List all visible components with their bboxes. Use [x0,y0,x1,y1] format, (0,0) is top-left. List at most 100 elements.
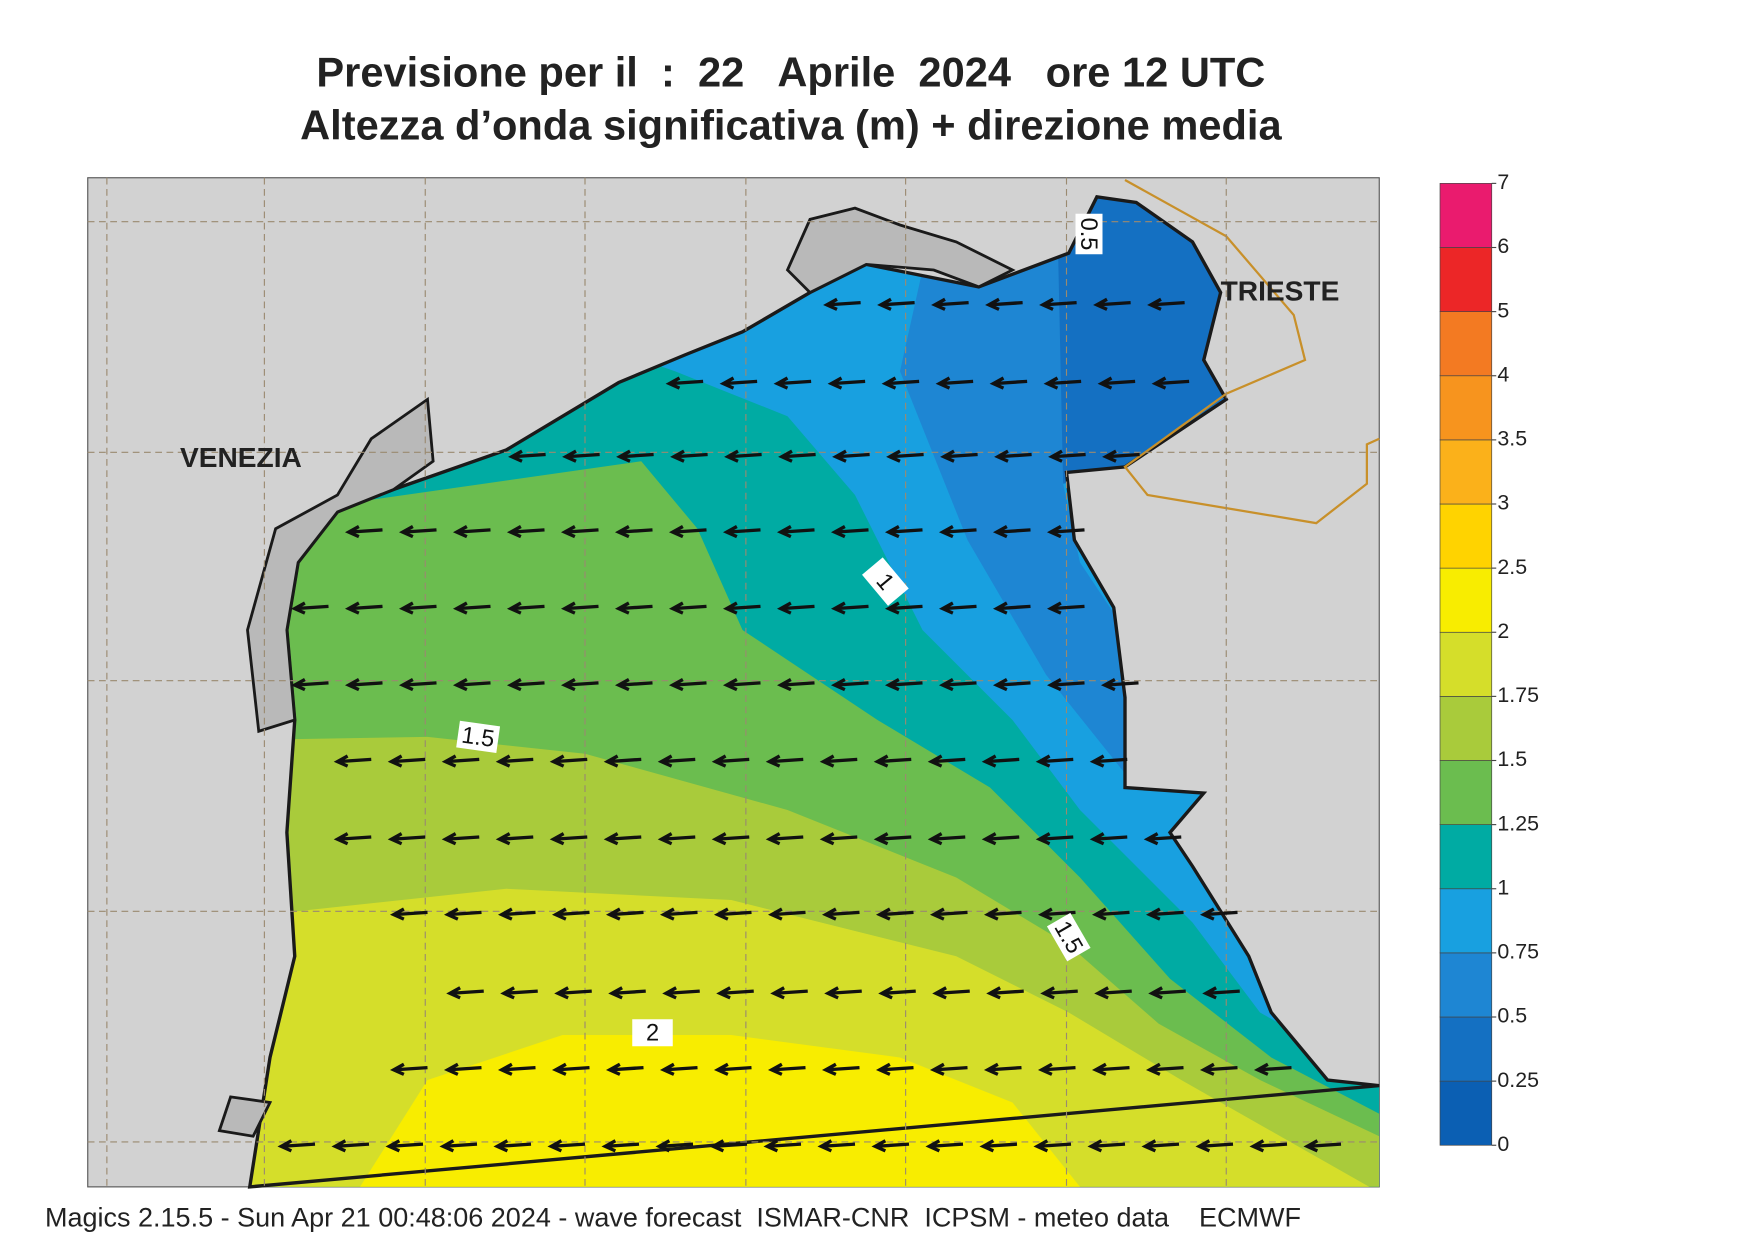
contour-value: 1.5 [460,723,496,753]
color-band [1439,631,1493,697]
arrow [662,986,700,1000]
label-box [456,720,501,754]
arrow [981,754,1020,768]
color-band [1439,375,1493,441]
subtitle: Altezza d’onda significativa (m) + direz… [300,102,1282,149]
arrow [776,678,815,692]
arrow [986,986,1024,1000]
arrow [497,907,536,921]
color-band [1439,760,1493,825]
color-band [1439,1080,1493,1146]
arrow [713,1062,752,1076]
color-band [1439,567,1493,633]
arrow [614,678,653,692]
arrow [398,601,437,615]
arrow [878,986,916,1000]
arrow [830,601,869,615]
arrow [560,678,599,692]
arrow [1148,986,1186,1000]
colorbar-label: 1.5 [1497,747,1527,771]
arrow [1048,449,1086,463]
arrow [1035,832,1074,846]
arrow [711,832,750,846]
contour-value: 0.5 [1075,218,1101,251]
arrow [925,1139,964,1153]
arrow [929,907,968,921]
label-box [1046,912,1091,962]
arrow [1199,907,1238,921]
contour-label: 1 [862,557,909,606]
colorbar-label: 1 [1497,875,1509,899]
arrow [452,525,491,539]
arrow [763,1139,802,1153]
arrow [497,1062,536,1076]
arrow [773,376,812,390]
arrow [929,1062,968,1076]
arrow [992,678,1031,692]
arrow [344,601,383,615]
place-label: TRIESTE [1221,275,1340,306]
arrow [767,907,806,921]
contour-label: 1.5 [456,720,501,754]
arrow [873,832,912,846]
arrow [992,601,1031,615]
arrow [385,1139,424,1153]
arrow [344,678,383,692]
arrow [983,907,1022,921]
arrow [547,1139,586,1153]
arrow [665,376,704,390]
arrow [1046,525,1085,539]
contour-label: 2 [632,1019,673,1047]
place-label: VENEZIA [180,442,302,473]
arrow [670,449,708,463]
arrow [446,986,484,1000]
arrow [452,601,491,615]
arrow [824,986,862,1000]
arrow [603,754,642,768]
arrow [1091,907,1130,921]
color-band [1439,503,1493,569]
arrow [722,525,761,539]
arrow [560,601,599,615]
contour-value: 2 [646,1021,659,1047]
arrow [549,832,588,846]
arrow [927,754,966,768]
arrow [1035,754,1074,768]
colorbar-label: 0.75 [1497,940,1539,964]
arrow [554,986,592,1000]
arrow [873,754,912,768]
color-band [1439,247,1493,312]
arrow [830,678,869,692]
arrow [875,1062,914,1076]
arrow [1089,754,1128,768]
arrow [659,907,698,921]
arrow [886,449,924,463]
arrow [441,832,480,846]
arrow [1147,297,1185,311]
footer: Magics 2.15.5 - Sun Apr 21 00:48:06 2024… [45,1202,1301,1232]
arrow [823,297,861,311]
colorbar-label: 3.5 [1497,427,1527,451]
arrow [927,832,966,846]
arrow [398,678,437,692]
arrow [657,754,696,768]
arrow [776,525,815,539]
colorbar-label: 0 [1497,1132,1509,1156]
arrow [443,1062,482,1076]
arrow [608,986,646,1000]
arrow [1043,376,1082,390]
arrow [1040,986,1078,1000]
arrow [551,1062,590,1076]
arrow [940,449,978,463]
arrow [819,754,858,768]
arrow [985,297,1023,311]
arrow [1141,1139,1180,1153]
arrow [1143,832,1182,846]
colorbar-label: 6 [1497,234,1509,258]
arrow [722,678,761,692]
label-box [862,557,909,606]
arrow [495,832,534,846]
arrow [1037,1062,1076,1076]
arrow [989,376,1028,390]
